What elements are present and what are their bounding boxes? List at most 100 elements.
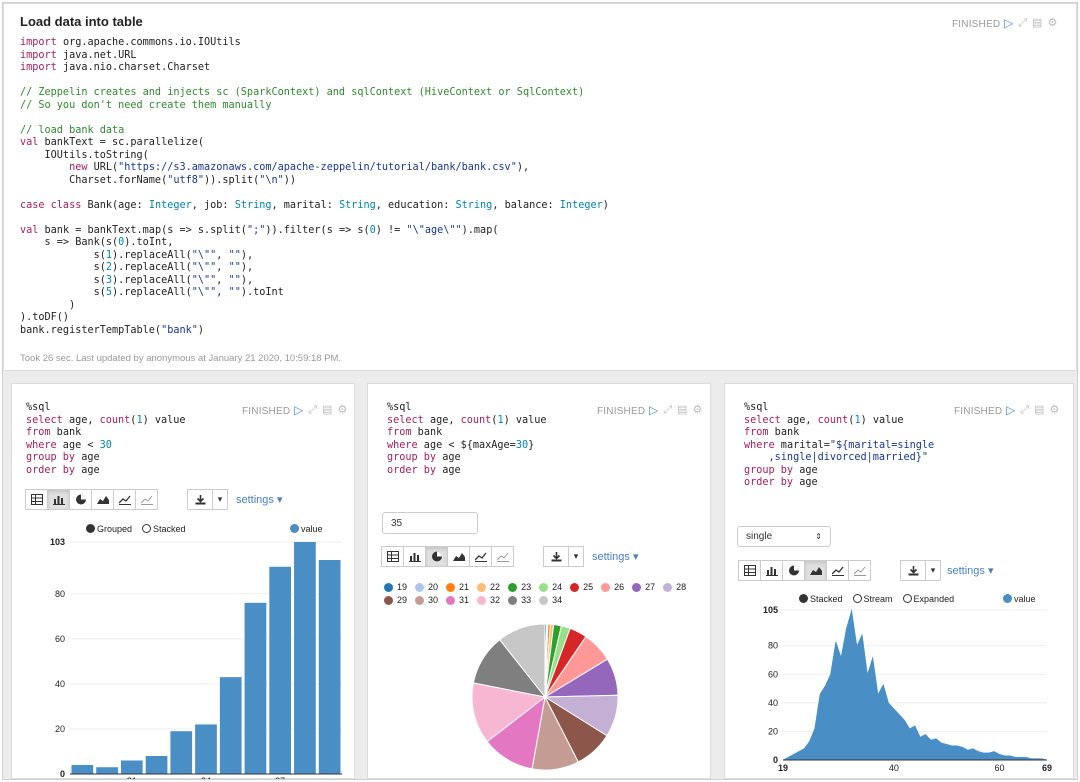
stream-option[interactable]: Stream bbox=[852, 594, 893, 604]
settings-link[interactable]: settings ▾ bbox=[592, 551, 639, 563]
legend-item[interactable]: 29 bbox=[384, 595, 407, 605]
download-group: ▾ bbox=[543, 546, 584, 567]
download-dropdown[interactable]: ▾ bbox=[925, 560, 941, 581]
paragraph-title: Load data into table bbox=[20, 14, 143, 29]
run-icon[interactable]: ▷ bbox=[1006, 403, 1016, 417]
legend-item[interactable]: 31 bbox=[446, 595, 469, 605]
paragraph-load-data[interactable]: Load data into table FINISHED ▷ ⤢ ▤ ⚙ im… bbox=[3, 3, 1077, 371]
area-chart-button[interactable] bbox=[91, 489, 114, 510]
bar-chart-button[interactable] bbox=[47, 489, 70, 510]
legend-item[interactable]: 24 bbox=[539, 582, 562, 592]
expand-icon[interactable]: ⤢ bbox=[663, 404, 673, 416]
run-icon[interactable]: ▷ bbox=[1004, 16, 1014, 30]
legend-item[interactable]: 34 bbox=[539, 595, 562, 605]
series-value-toggle[interactable]: value bbox=[1003, 594, 1036, 604]
run-icon[interactable]: ▷ bbox=[649, 403, 659, 417]
book-icon[interactable]: ▤ bbox=[1034, 404, 1045, 416]
caret-down-icon: ▾ bbox=[573, 551, 579, 561]
grouped-label: Grouped bbox=[97, 524, 133, 534]
scatter-chart-button[interactable] bbox=[491, 546, 514, 567]
gear-icon[interactable]: ⚙ bbox=[692, 404, 703, 416]
download-button[interactable] bbox=[187, 489, 213, 510]
book-icon[interactable]: ▤ bbox=[322, 404, 333, 416]
legend-item[interactable]: 20 bbox=[415, 582, 438, 592]
legend-label: 20 bbox=[428, 582, 439, 592]
legend-dot-icon bbox=[446, 582, 456, 592]
bar bbox=[145, 755, 168, 774]
settings-link[interactable]: settings ▾ bbox=[947, 565, 994, 577]
legend-label: 25 bbox=[583, 582, 594, 592]
legend-item[interactable]: 33 bbox=[508, 595, 531, 605]
download-icon bbox=[551, 551, 561, 561]
paragraph-pie-chart[interactable]: FINISHED ▷ ⤢ ▤ ⚙ %sql select age, count(… bbox=[367, 383, 711, 779]
expanded-option[interactable]: Expanded bbox=[902, 594, 954, 604]
marital-select[interactable]: single ⇕ bbox=[737, 526, 831, 547]
line-chart-button[interactable] bbox=[113, 489, 136, 510]
paragraph-area-chart[interactable]: FINISHED ▷ ⤢ ▤ ⚙ %sql select age, count(… bbox=[724, 383, 1074, 779]
paragraph-bar-chart[interactable]: FINISHED ▷ ⤢ ▤ ⚙ %sql select age, count(… bbox=[11, 383, 355, 779]
code-line: // load bank data bbox=[20, 124, 125, 136]
line-chart-button[interactable] bbox=[469, 546, 492, 567]
sql-editor[interactable]: %sql select age, count(1) value from ban… bbox=[26, 402, 186, 477]
legend-item[interactable]: 26 bbox=[601, 582, 624, 592]
table-view-button[interactable] bbox=[381, 546, 404, 567]
legend-item[interactable]: 27 bbox=[632, 582, 655, 592]
area-chart-button[interactable] bbox=[804, 560, 827, 581]
bar-chart-button[interactable] bbox=[403, 546, 426, 567]
gear-icon[interactable]: ⚙ bbox=[1049, 404, 1060, 416]
legend-dot-icon bbox=[446, 595, 456, 605]
code-line: val bank = bankText.map(s => s.split(";"… bbox=[20, 224, 499, 236]
pie-chart-button[interactable] bbox=[425, 546, 448, 567]
legend-dot-icon bbox=[663, 582, 673, 592]
download-button[interactable] bbox=[543, 546, 569, 567]
stacked-option[interactable]: Stacked bbox=[799, 594, 843, 604]
legend-item[interactable]: 21 bbox=[446, 582, 469, 592]
series-value-toggle[interactable]: value bbox=[290, 524, 323, 534]
line-chart-button[interactable] bbox=[826, 560, 849, 581]
book-icon[interactable]: ▤ bbox=[1032, 17, 1043, 29]
legend-label: 24 bbox=[552, 582, 563, 592]
settings-link[interactable]: settings ▾ bbox=[236, 494, 283, 506]
pie-chart-button[interactable] bbox=[782, 560, 805, 581]
area-chart-button[interactable] bbox=[447, 546, 470, 567]
sql-editor[interactable]: %sql select age, count(1) value from ban… bbox=[387, 402, 547, 477]
legend-dot-icon bbox=[477, 595, 487, 605]
code-line: select age, count(1) value bbox=[387, 414, 547, 426]
sql-editor[interactable]: %sql select age, count(1) value from ban… bbox=[744, 402, 934, 490]
code-line: where age < ${maxAge=30} bbox=[387, 439, 535, 451]
gear-icon[interactable]: ⚙ bbox=[1047, 17, 1058, 29]
legend-dot-icon bbox=[539, 595, 549, 605]
legend-item[interactable]: 25 bbox=[570, 582, 593, 592]
code-editor[interactable]: import org.apache.commons.io.IOUtils imp… bbox=[20, 37, 609, 337]
x-tick-label: 60 bbox=[994, 763, 1004, 773]
run-icon[interactable]: ▷ bbox=[294, 403, 304, 417]
legend-item[interactable]: 28 bbox=[663, 582, 686, 592]
pie-chart-icon bbox=[75, 494, 86, 505]
grouped-option[interactable]: Grouped bbox=[86, 524, 132, 534]
legend-item[interactable]: 22 bbox=[477, 582, 500, 592]
select-arrows-icon: ⇕ bbox=[815, 532, 822, 541]
download-dropdown[interactable]: ▾ bbox=[212, 489, 228, 510]
expand-icon[interactable]: ⤢ bbox=[1020, 404, 1030, 416]
expand-icon[interactable]: ⤢ bbox=[1018, 17, 1028, 29]
stacked-option[interactable]: Stacked bbox=[142, 524, 186, 534]
table-view-button[interactable] bbox=[738, 560, 761, 581]
scatter-chart-button[interactable] bbox=[135, 489, 158, 510]
scatter-chart-button[interactable] bbox=[848, 560, 871, 581]
download-dropdown[interactable]: ▾ bbox=[568, 546, 584, 567]
expand-icon[interactable]: ⤢ bbox=[308, 404, 318, 416]
table-view-button[interactable] bbox=[25, 489, 48, 510]
gear-icon[interactable]: ⚙ bbox=[337, 404, 348, 416]
legend-item[interactable]: 19 bbox=[384, 582, 407, 592]
legend-item[interactable]: 32 bbox=[477, 595, 500, 605]
line-chart-icon bbox=[474, 552, 487, 562]
book-icon[interactable]: ▤ bbox=[677, 404, 688, 416]
bar-chart-button[interactable] bbox=[760, 560, 783, 581]
legend-item[interactable]: 30 bbox=[415, 595, 438, 605]
legend-item[interactable]: 23 bbox=[508, 582, 531, 592]
max-age-input[interactable]: 35 bbox=[382, 512, 478, 534]
download-button[interactable] bbox=[900, 560, 926, 581]
code-line: s => Bank(s(0).toInt, bbox=[20, 237, 174, 248]
pie-chart-button[interactable] bbox=[69, 489, 92, 510]
execution-footer: Took 26 sec. Last updated by anonymous a… bbox=[20, 353, 342, 364]
